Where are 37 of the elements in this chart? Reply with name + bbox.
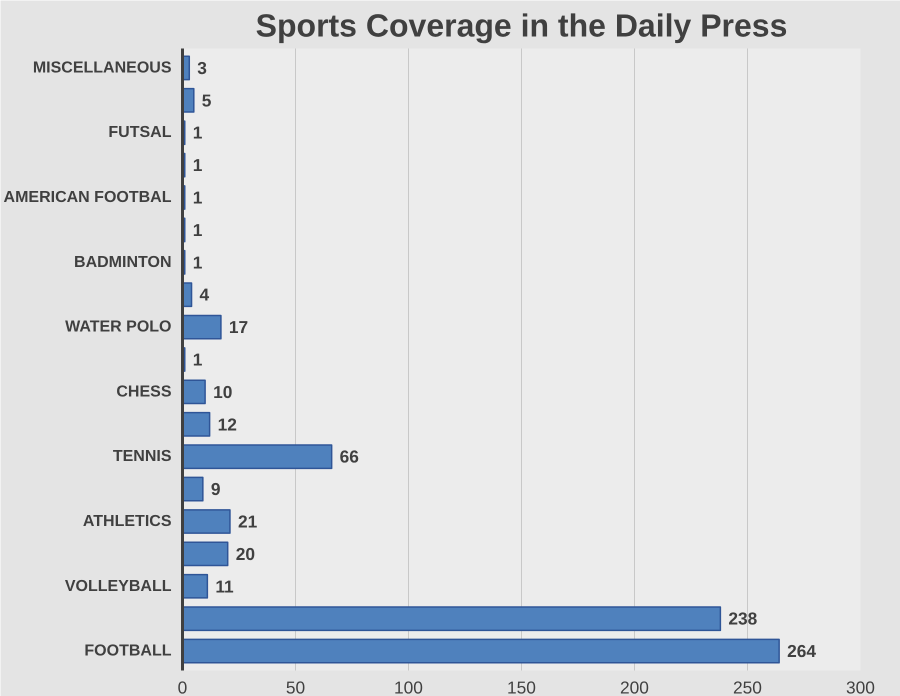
data-label: 20 — [236, 544, 255, 564]
data-label: 1 — [192, 350, 203, 370]
data-label: 264 — [787, 641, 816, 662]
y-tick-label: WATER POLO — [65, 318, 172, 336]
data-label: 1 — [192, 155, 203, 176]
data-label: 12 — [218, 414, 237, 434]
data-label: 1 — [192, 252, 203, 272]
x-tick-label: 200 — [620, 678, 649, 696]
y-tick-label: ATHLETICS — [82, 512, 172, 530]
data-label: 9 — [210, 479, 220, 500]
data-label: 4 — [200, 284, 210, 305]
x-tick-label: 300 — [846, 678, 875, 696]
chart-title: Sports Coverage in the Daily Press — [256, 8, 788, 44]
y-tick-label: MISCELLANEOUS — [32, 59, 172, 76]
data-label: 1 — [192, 188, 203, 208]
data-label: 66 — [340, 446, 360, 467]
y-tick-label: FOOTBALL — [84, 642, 172, 660]
y-tick-label: TENNIS — [112, 448, 172, 466]
data-label: 1 — [192, 220, 203, 240]
data-label: 1 — [192, 122, 203, 143]
x-tick-label: 250 — [733, 678, 762, 696]
y-tick-label: AMERICAN FOOTBAL — [4, 189, 172, 206]
x-tick-label: 150 — [507, 678, 536, 696]
data-label: 3 — [197, 58, 208, 78]
x-tick-label: 50 — [286, 678, 306, 696]
data-label: 17 — [228, 317, 248, 338]
x-tick-label: 100 — [394, 678, 423, 696]
y-tick-label: FUTSAL — [108, 124, 172, 142]
x-tick-label: 0 — [178, 678, 188, 696]
y-tick-label: BADMINTON — [74, 254, 172, 271]
y-tick-label: VOLLEYBALL — [64, 578, 172, 595]
data-label: 238 — [728, 608, 758, 629]
data-label: 10 — [213, 382, 232, 402]
y-tick-label: CHESS — [116, 383, 172, 400]
data-label: 21 — [238, 511, 258, 532]
data-label: 11 — [215, 576, 234, 596]
data-label: 5 — [202, 90, 212, 110]
